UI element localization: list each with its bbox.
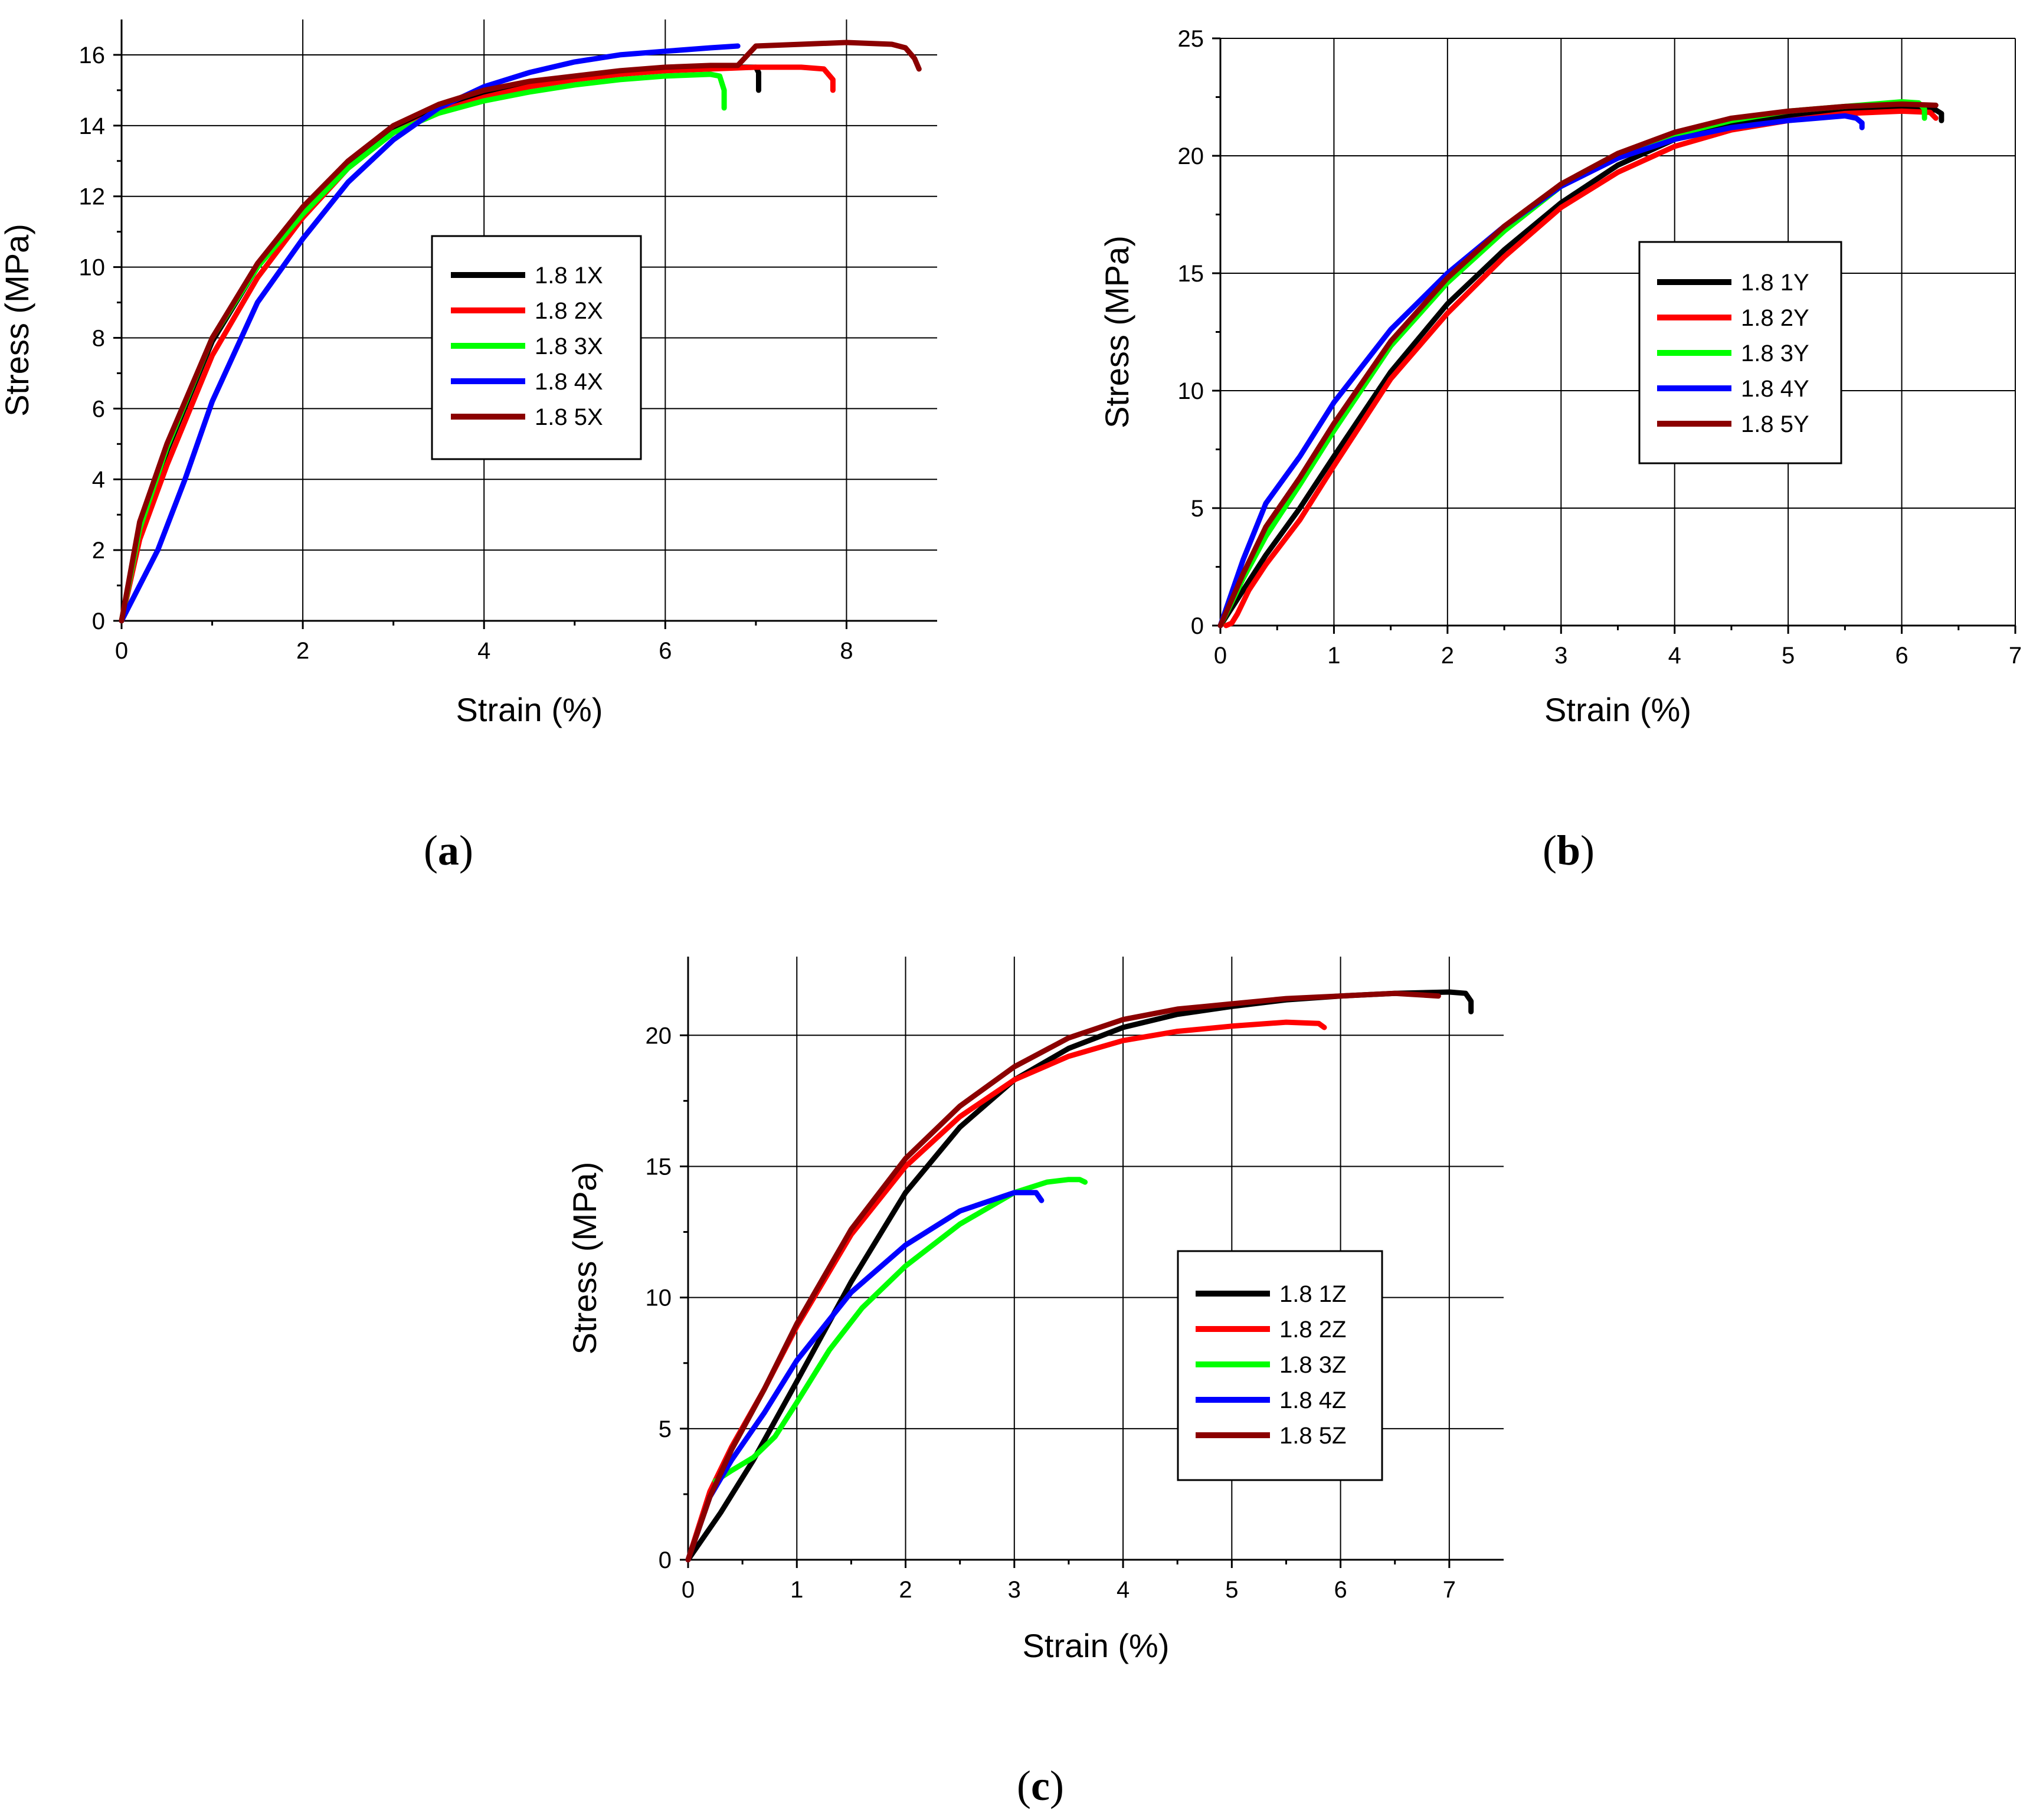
x-tick-label: 7 [1443,1577,1456,1603]
x-tick-label: 6 [659,638,672,664]
chart-panel-a: 0 2 4 6 8 0 2 4 6 8 10 12 14 16 Strain (%) Stress (MPa)… [0,19,937,874]
x-tick-label: 0 [115,638,128,664]
series-line-3 [712,1177,1088,1484]
legend: 1.8 1Z 1.8 2Z 1.8 3Z 1.8 4Z 1.8 5Z [1177,1250,1383,1481]
legend-label: 1.8 2Y [1741,305,1809,331]
x-tick-label: 1 [1327,643,1340,669]
legend-label: 1.8 3X [535,333,603,359]
chart-panel-b: 0 1 2 3 4 5 6 7 0 5 10 15 20 25 Strain (%) Stress (MPa)… [1098,26,2022,874]
series-line-2 [119,64,836,624]
y-tick-label: 15 [646,1154,672,1180]
y-tick-label: 0 [1191,613,1204,639]
x-tick-label: 8 [840,638,853,664]
legend-label: 1.8 4Z [1279,1387,1346,1413]
x-tick-label: 6 [1895,643,1908,669]
legend-label: 1.8 1Y [1741,270,1809,296]
series-line-5 [1217,101,1939,629]
x-tick-label: 3 [1008,1577,1021,1603]
chart-panel-c: 0 1 2 3 4 5 6 7 0 5 10 15 20 Strain (%) Stress (MPa) 1.… [566,957,1504,1809]
legend: 1.8 1X 1.8 2X 1.8 3X 1.8 4X 1.8 5X [431,235,642,460]
y-axis-title: Stress (MPa) [0,224,35,417]
y-tick-label: 5 [659,1416,672,1442]
legend-label: 1.8 1X [535,263,603,289]
y-axis-title: Stress (MPa) [1098,235,1135,428]
series-line-5 [119,40,922,624]
x-axis-title: Strain (%) [1023,1627,1170,1664]
legend: 1.8 1Y 1.8 2Y 1.8 3Y 1.8 4Y 1.8 5Y [1638,241,1842,464]
x-tick-label: 5 [1225,1577,1238,1603]
y-tick-label: 0 [659,1547,672,1573]
legend-label: 1.8 1Z [1279,1281,1346,1307]
series-line-5 [685,990,1441,1563]
y-tick-label: 10 [646,1285,672,1311]
y-tick-label: 16 [79,42,106,68]
y-tick-label: 2 [92,538,105,564]
x-tick-label: 2 [1441,643,1454,669]
legend-label: 1.8 3Y [1741,341,1809,366]
x-tick-label: 3 [1554,643,1567,669]
x-tick-label: 5 [1782,643,1795,669]
y-tick-label: 14 [79,113,106,139]
x-axis-title: Strain (%) [1544,691,1691,728]
series-line-4 [685,1190,1045,1563]
legend-label: 1.8 2Z [1279,1317,1346,1343]
y-tick-label: 12 [79,184,106,210]
panel-caption: (c) [1017,1762,1064,1809]
legend-label: 1.8 5X [535,404,603,430]
x-tick-label: 7 [2009,643,2022,669]
x-axis-title: Strain (%) [456,691,603,728]
y-tick-label: 6 [92,396,105,422]
legend-label: 1.8 4X [535,369,603,395]
legend-label: 1.8 2X [535,298,603,324]
y-axis-title: Stress (MPa) [566,1162,603,1355]
y-tick-label: 25 [1178,26,1204,52]
series-line-1 [685,989,1474,1563]
y-tick-label: 15 [1178,261,1204,287]
panel-caption: (b) [1543,827,1595,874]
x-tick-label: 0 [682,1577,695,1603]
legend-label: 1.8 5Z [1279,1423,1346,1449]
x-tick-label: 4 [1668,643,1681,669]
x-tick-label: 4 [1117,1577,1130,1603]
x-tick-label: 0 [1214,643,1227,669]
y-tick-label: 5 [1191,496,1204,522]
y-tick-label: 0 [92,608,105,634]
panel-caption: (a) [424,827,473,874]
x-tick-label: 4 [477,638,490,664]
series-line-4 [119,43,741,624]
x-tick-label: 2 [296,638,309,664]
y-tick-label: 20 [646,1023,672,1049]
legend-label: 1.8 4Y [1741,376,1809,402]
x-tick-label: 1 [790,1577,803,1603]
legend-label: 1.8 3Z [1279,1352,1346,1378]
y-tick-label: 10 [1178,378,1204,404]
x-tick-label: 6 [1334,1577,1347,1603]
y-tick-label: 10 [79,255,106,281]
x-tick-label: 2 [899,1577,912,1603]
y-tick-label: 20 [1178,143,1204,169]
legend-label: 1.8 5Y [1741,411,1809,437]
y-tick-label: 4 [92,467,105,493]
y-tick-label: 8 [92,325,105,351]
